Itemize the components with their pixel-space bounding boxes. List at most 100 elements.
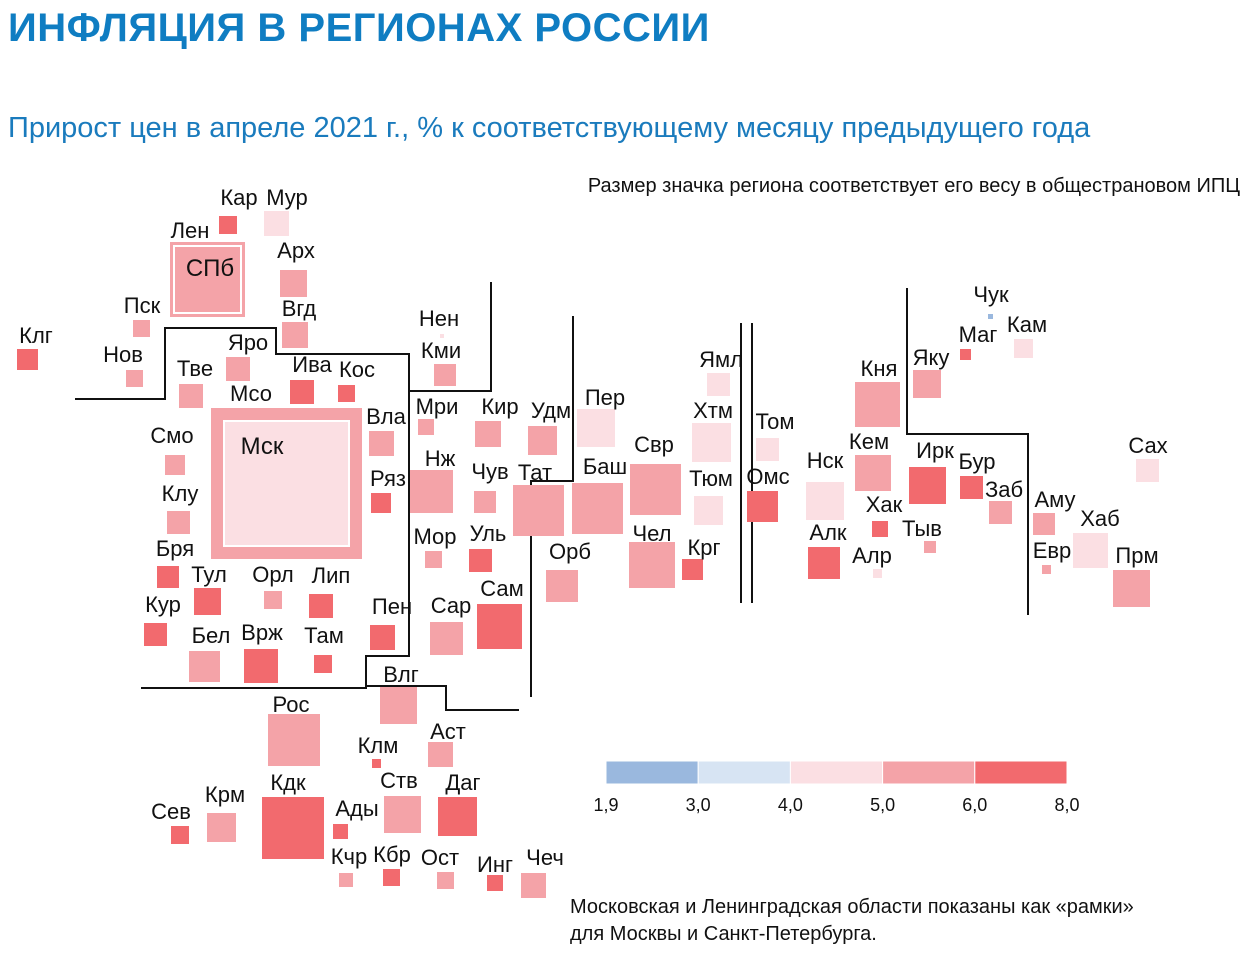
region-48-tile: [682, 559, 703, 580]
legend-tick-2: 4,0: [778, 795, 803, 815]
region-50-tile: [747, 491, 778, 522]
region-65-tile: [1136, 459, 1159, 482]
legend-swatch-3: [790, 761, 882, 784]
region-32-tile: [528, 426, 557, 455]
region-18-tile: [167, 511, 190, 534]
region-37-tile: [370, 625, 395, 650]
region-47-tile: [694, 496, 723, 525]
region-10-tile: [179, 384, 203, 408]
region-42-label: Орб: [549, 539, 591, 564]
region-4-tile: [280, 270, 307, 297]
region-52-tile: [808, 547, 840, 579]
region-83-label: Инг: [477, 852, 513, 877]
region-53-tile: [855, 382, 900, 427]
region-49-tile: [756, 438, 779, 461]
region-26-tile: [314, 655, 332, 673]
region-46-label: Хтм: [693, 398, 733, 423]
region-24-tile: [189, 651, 220, 682]
region-36-label: Уль: [470, 521, 507, 546]
region-56-label: Алр: [852, 543, 892, 568]
region-79-label: Сев: [151, 799, 191, 824]
region-39-tile: [477, 604, 522, 649]
footnote: Московская и Ленинградская области показ…: [570, 894, 1134, 948]
region-62-label: Чук: [973, 282, 1009, 307]
footnote-line-2: для Москвы и Санкт-Петербурга.: [570, 921, 1134, 948]
legend-swatch-4: [883, 761, 975, 784]
region-3-label: СПб: [186, 255, 234, 282]
region-15-tile: [165, 455, 185, 475]
region-33-label: Чув: [471, 459, 508, 484]
region-60-tile: [960, 476, 983, 499]
region-11-tile: [290, 380, 314, 404]
region-20-label: Тул: [191, 562, 227, 587]
region-16-tile: [369, 431, 394, 456]
region-7-tile: [17, 349, 38, 370]
region-69-tile: [1113, 570, 1150, 607]
region-59-label: Тыв: [902, 516, 942, 541]
legend-tick-4: 6,0: [962, 795, 987, 815]
legend-tick-1: 3,0: [686, 795, 711, 815]
region-27-label: Нен: [419, 306, 459, 331]
region-15-label: Смо: [150, 423, 193, 448]
region-64-label: Кам: [1007, 312, 1047, 337]
region-50-label: Омс: [746, 464, 789, 489]
region-5-label: Пск: [124, 293, 161, 318]
region-71-label: Рос: [273, 692, 310, 717]
region-65-label: Сах: [1128, 433, 1167, 458]
region-44-tile: [629, 542, 675, 588]
region-40-tile: [577, 409, 615, 447]
region-73-tile: [428, 742, 453, 767]
region-79-tile: [171, 826, 189, 844]
region-28-label: Кми: [421, 338, 461, 363]
region-25-tile: [244, 649, 278, 683]
region-78-label: Даг: [445, 770, 480, 795]
region-9-tile: [226, 357, 250, 381]
region-72-tile: [372, 759, 381, 768]
region-41-tile: [572, 483, 623, 534]
region-67-label: Хаб: [1080, 506, 1120, 531]
region-73-label: Аст: [430, 719, 466, 744]
region-1-tile: [264, 211, 289, 236]
region-4-label: Арх: [277, 238, 315, 263]
color-legend: 1,9 3,0 4,0 5,0 6,0 8,0: [593, 761, 1079, 815]
footnote-line-1: Московская и Ленинградская области показ…: [570, 894, 1134, 921]
region-17-tile: [371, 493, 391, 513]
region-78-tile: [438, 797, 477, 836]
region-46-tile: [692, 423, 731, 462]
region-43-tile: [630, 464, 681, 515]
region-22-tile: [309, 594, 333, 618]
region-76-label: Ады: [335, 796, 378, 821]
legend-tick-5: 8,0: [1054, 795, 1079, 815]
region-39-label: Сам: [480, 576, 524, 601]
region-57-label: Яку: [913, 345, 950, 370]
region-41-label: Баш: [583, 454, 627, 479]
region-32-label: Удм: [531, 398, 571, 423]
region-62-tile: [988, 314, 993, 319]
region-80-label: Кчр: [331, 844, 368, 869]
region-21-label: Орл: [252, 562, 293, 587]
region-59-tile: [924, 541, 936, 553]
region-44-label: Чел: [632, 521, 671, 546]
region-47-label: Тюм: [689, 466, 733, 491]
region-75-tile: [262, 797, 324, 859]
region-0-label: Кар: [220, 185, 257, 210]
region-64-tile: [1014, 339, 1033, 358]
region-tile-map: Кар МурЛенСПбАрхПск ВгдКлгНов ЯроТве Ива КосМ…: [0, 0, 1252, 957]
region-6-label: Вгд: [282, 296, 317, 321]
region-57-tile: [913, 370, 941, 398]
region-12-tile: [338, 385, 355, 402]
region-18-label: Клу: [162, 481, 199, 506]
region-70-tile: [380, 687, 417, 724]
region-19-label: Бря: [156, 536, 194, 561]
region-22-label: Лип: [312, 563, 351, 588]
region-34-label: Тат: [518, 460, 552, 485]
region-77-label: Ств: [380, 768, 418, 793]
region-16-label: Вла: [366, 404, 407, 429]
region-30-tile: [410, 470, 453, 513]
region-68-label: Евр: [1033, 538, 1072, 563]
region-12-label: Кос: [339, 357, 375, 382]
region-82-label: Ост: [421, 845, 459, 870]
region-58-label: Ирк: [916, 438, 954, 463]
region-74-label: Крм: [205, 782, 245, 807]
region-48-label: Крг: [687, 535, 720, 560]
